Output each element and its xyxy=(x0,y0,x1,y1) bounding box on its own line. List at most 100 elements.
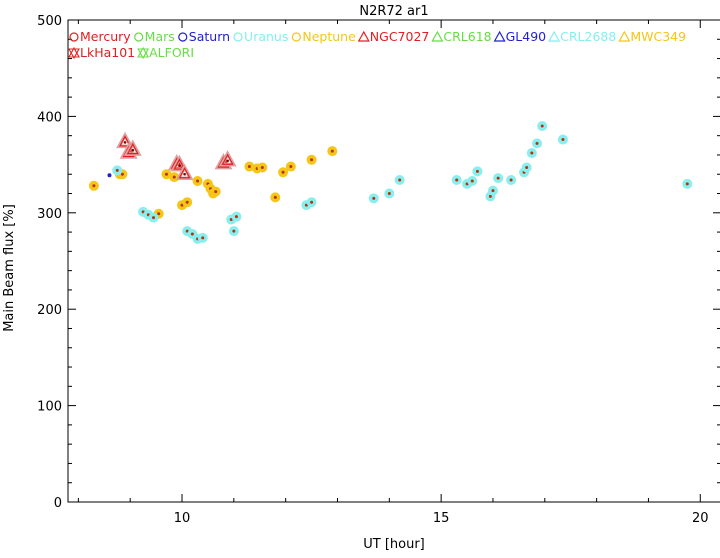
legend-label: Neptune xyxy=(302,29,356,44)
marker-dot xyxy=(183,172,186,176)
data-point-ngc7027 xyxy=(116,131,134,149)
legend-item-alfori: ALFORI xyxy=(137,45,194,60)
legend-item-mars: Mars xyxy=(134,29,175,44)
data-point-neptune xyxy=(257,162,268,173)
legend-item-gl490: GL490 xyxy=(493,29,547,44)
data-point-neptune xyxy=(192,175,203,186)
marker-dot xyxy=(260,165,264,169)
marker-dot xyxy=(226,159,229,163)
legend-label: MWC349 xyxy=(630,29,686,44)
legend-item-mwc349: MWC349 xyxy=(618,29,686,44)
data-point-uranus xyxy=(537,121,548,132)
legend-triangle-icon xyxy=(493,30,506,42)
legend-item-crl618: CRL618 xyxy=(431,29,492,44)
data-point-neptune xyxy=(285,161,296,172)
marker-shape xyxy=(221,153,234,165)
data-point-uranus xyxy=(197,232,208,243)
data-point-uranus xyxy=(467,175,478,186)
marker-dot xyxy=(120,172,124,176)
legend-label: Mars xyxy=(145,29,175,44)
legend-circle-icon xyxy=(69,32,79,42)
data-point-uranus xyxy=(231,211,242,222)
data-point-ngc7027 xyxy=(218,150,237,167)
marker-dot xyxy=(185,200,189,204)
marker-dot xyxy=(201,236,205,240)
data-point-neptune xyxy=(88,180,99,191)
marker-dot xyxy=(247,165,251,169)
data-point-uranus xyxy=(384,188,395,199)
legend-label: Saturn xyxy=(189,29,230,44)
y-tick-label: 200 xyxy=(37,303,62,318)
marker-dot xyxy=(273,195,277,199)
marker-dot xyxy=(540,124,544,128)
marker-dot xyxy=(92,184,96,188)
y-tick-label: 400 xyxy=(37,110,62,125)
marker-dot xyxy=(330,149,334,153)
legend-label: CRL618 xyxy=(443,29,491,44)
marker-dot xyxy=(115,168,119,172)
x-tick-label: 15 xyxy=(433,511,450,526)
y-axis-label: Main Beam flux [%] xyxy=(2,204,17,332)
marker-dot xyxy=(525,165,529,169)
y-tick-label: 0 xyxy=(54,496,62,511)
data-point-uranus xyxy=(368,193,379,204)
marker-shape xyxy=(178,166,191,179)
marker-dot xyxy=(372,196,376,200)
marker-dot xyxy=(123,141,127,144)
marker-dot xyxy=(496,176,500,180)
data-point-uranus xyxy=(394,175,405,186)
data-point-uranus xyxy=(493,173,504,184)
marker-dot xyxy=(196,179,200,183)
legend-item-uranus: Uranus xyxy=(233,29,288,44)
marker-dot xyxy=(685,182,689,186)
marker-shape xyxy=(173,158,186,170)
marker-dot xyxy=(178,164,181,167)
legend-item-mercury: Mercury xyxy=(69,29,131,44)
marker-dot xyxy=(398,178,402,182)
marker-dot xyxy=(310,200,314,204)
legend-circle-icon xyxy=(291,32,301,42)
data-point-ngc7027 xyxy=(123,139,142,156)
data-point-uranus xyxy=(472,166,483,177)
marker-dot xyxy=(561,138,565,142)
legend-item-crl2688: CRL2688 xyxy=(548,29,616,44)
marker-dot xyxy=(530,151,534,155)
marker-dot xyxy=(214,190,218,194)
data-points xyxy=(88,121,693,244)
axis-ticks: 0 100 200 300 400 500 10 15 20 xyxy=(37,14,720,526)
data-point-uranus xyxy=(682,178,693,189)
marker-shape xyxy=(126,142,139,155)
marker-dot xyxy=(152,216,156,220)
data-point-uranus xyxy=(557,134,568,145)
marker-dot xyxy=(310,158,314,162)
y-tick-label: 100 xyxy=(37,400,62,415)
marker-dot xyxy=(491,189,495,193)
marker-dot xyxy=(455,178,459,182)
legend-circle-icon xyxy=(134,32,144,42)
data-point-neptune xyxy=(210,186,221,197)
legend-label: Uranus xyxy=(244,29,288,44)
data-point-neptune xyxy=(244,161,255,172)
marker-dot xyxy=(107,173,112,178)
legend-triangle-icon xyxy=(431,30,444,42)
legend-label: GL490 xyxy=(506,29,547,44)
marker-shape xyxy=(119,135,132,147)
data-point-uranus xyxy=(521,162,532,173)
data-point-saturn xyxy=(107,173,112,178)
legend-circle-icon xyxy=(233,32,243,42)
data-point-neptune xyxy=(161,169,172,180)
data-point-uranus xyxy=(532,138,543,149)
y-tick-label: 500 xyxy=(37,14,62,29)
chart-title: N2R72 ar1 xyxy=(359,4,428,19)
legend-label: NGC7027 xyxy=(370,29,430,44)
marker-dot xyxy=(289,165,293,169)
data-point-uranus xyxy=(526,148,537,159)
data-point-uranus xyxy=(228,226,239,237)
legend-label: LkHa101 xyxy=(80,45,135,60)
data-point-ngc7027 xyxy=(175,163,194,180)
marker-dot xyxy=(488,194,492,198)
legend-label: CRL2688 xyxy=(560,29,616,44)
